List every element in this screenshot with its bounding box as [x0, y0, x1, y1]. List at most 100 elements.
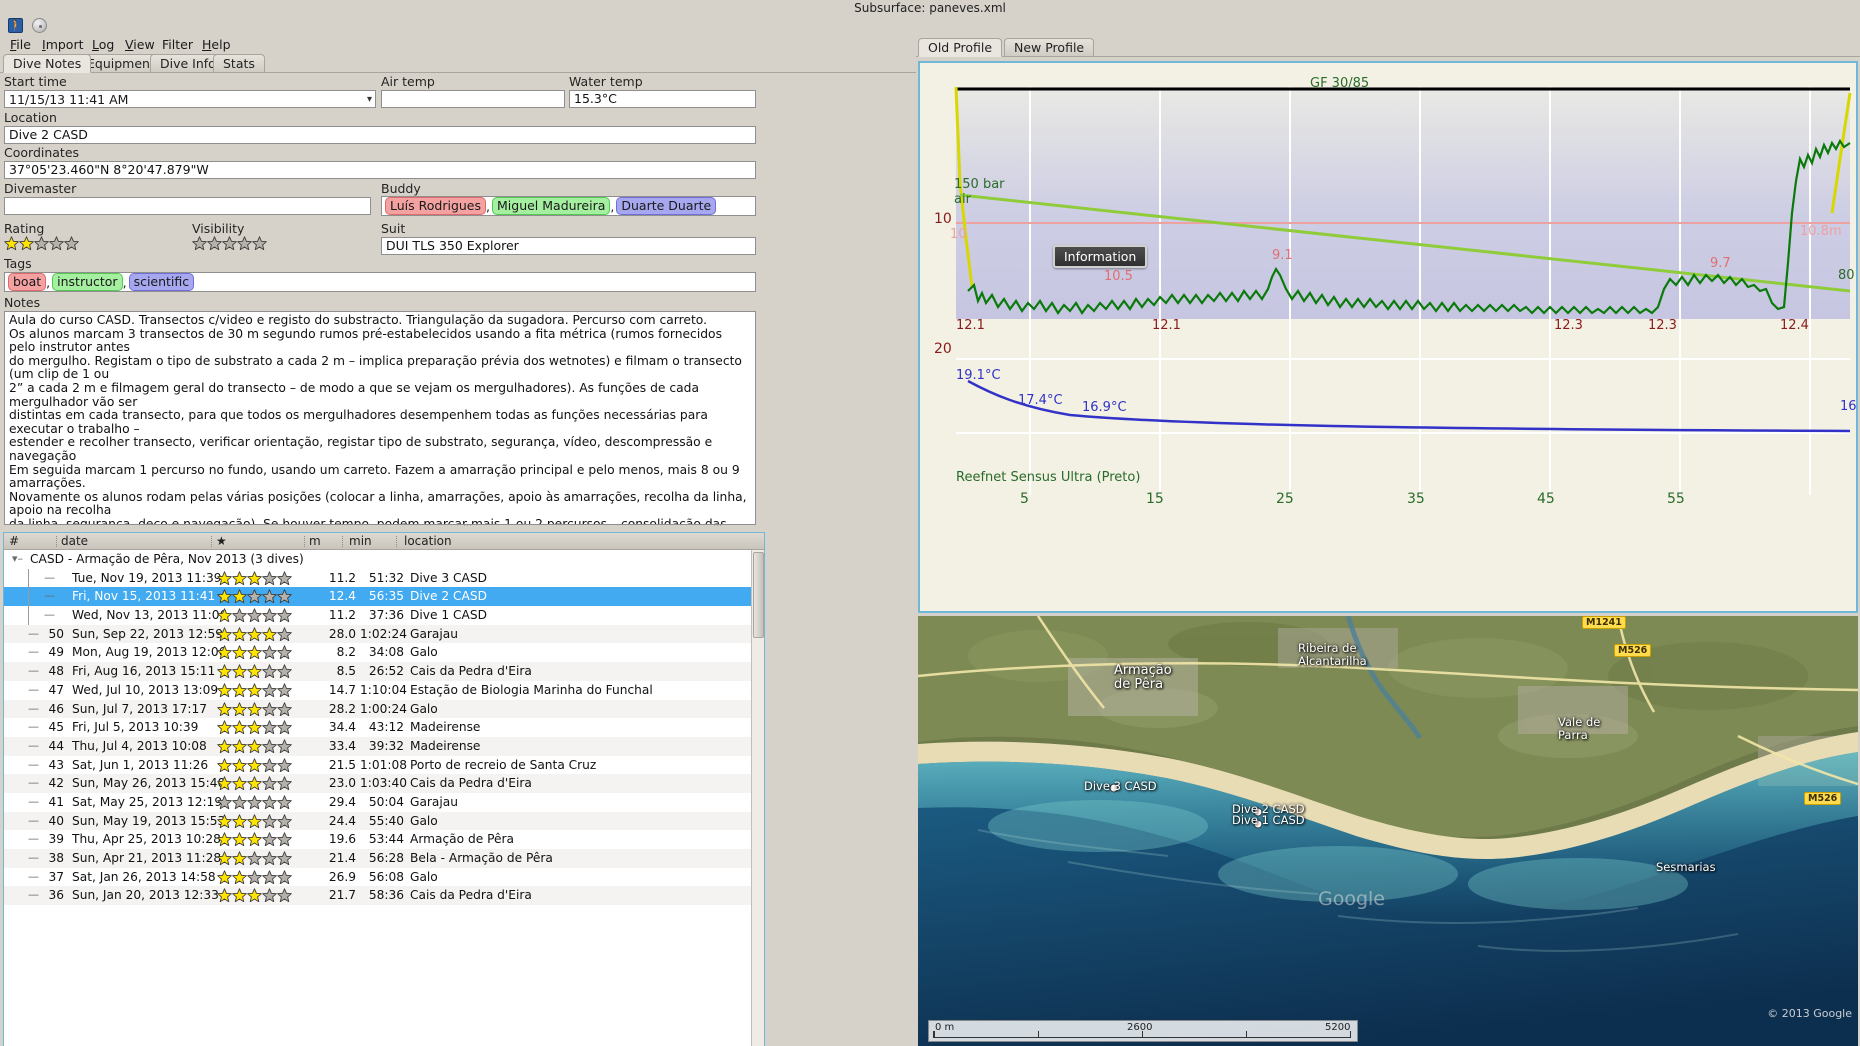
star-1 [217, 776, 232, 791]
table-row[interactable]: — 37 Sat, Jan 26, 2013 14:58 26.9 56:08 Galo [4, 868, 764, 887]
cell-depth: 21.7 [328, 888, 356, 903]
svg-text:air: air [954, 192, 972, 207]
col-header-loc[interactable]: location [404, 534, 452, 548]
cell-date: Fri, Aug 16, 2013 15:11 [72, 664, 216, 679]
expander-icon[interactable]: ▾– [12, 552, 24, 565]
start-time-combobox[interactable]: 11/15/13 11:41 AM ▾ [4, 90, 376, 108]
buddy-input[interactable]: Luís Rodrigues, Miguel Madureira, Duarte… [381, 196, 756, 216]
cell-stars [217, 645, 292, 660]
star-2[interactable] [19, 236, 34, 250]
table-row[interactable]: — 38 Sun, Apr 21, 2013 11:28 21.4 56:28 Bela … [4, 849, 764, 868]
tab-equipment[interactable]: Equipment [77, 54, 165, 73]
buddy-chip[interactable]: Luís Rodrigues [385, 197, 487, 215]
table-row[interactable]: — 50 Sun, Sep 22, 2013 12:59 28.0 1:02:24 Gar… [4, 624, 764, 644]
star-4 [262, 739, 277, 753]
star-4[interactable] [237, 236, 252, 250]
table-row[interactable]: — Wed, Nov 13, 2013 11:06 11.2 37:36 Dive 1 … [4, 606, 764, 625]
table-row[interactable]: — Fri, Nov 15, 2013 11:41 12.4 56:35 Dive 2 … [4, 587, 764, 607]
information-button[interactable]: Information [1053, 245, 1148, 268]
table-row[interactable]: — 47 Wed, Jul 10, 2013 13:09 14.7 1:10:04 Est… [4, 681, 764, 700]
dive-list[interactable]: # date ★ m min location ▾– CASD - Armação… [3, 532, 765, 1046]
table-row[interactable]: — 49 Mon, Aug 19, 2013 12:06 8.2 34:08 Galo [4, 643, 764, 662]
dive-group-row[interactable]: ▾– CASD - Armação de Pêra, Nov 2013 (3 di… [4, 550, 764, 569]
svg-text:55: 55 [1667, 491, 1685, 507]
cell-stars [217, 851, 292, 865]
table-row[interactable]: — Tue, Nov 19, 2013 11:39 11.2 51:32 Dive 3 … [4, 568, 764, 588]
tag-chip[interactable]: boat [8, 273, 47, 291]
table-row[interactable]: — 44 Thu, Jul 4, 2013 10:08 33.4 39:32 Madeir… [4, 736, 764, 756]
tab-stats[interactable]: Stats [213, 54, 265, 73]
tab-old-profile[interactable]: Old Profile [918, 38, 1003, 57]
star-3[interactable] [222, 236, 237, 250]
diver-icon[interactable]: 🚶 [8, 18, 23, 33]
divemaster-input[interactable] [4, 197, 371, 215]
cell-location: Bela - Armação de Pêra [410, 851, 553, 865]
coordinates-label: Coordinates [4, 145, 80, 160]
notes-textarea[interactable]: Aula do curso CASD. Transectos c/video e… [4, 311, 756, 525]
tag-chip[interactable]: scientific [128, 273, 195, 291]
cell-number: 46 [48, 701, 64, 716]
rating-stars[interactable] [4, 236, 79, 250]
buddy-chip[interactable]: Duarte Duarte [616, 197, 717, 215]
dive-site-map[interactable]: Armação de Pêra Ribeira de Alcantarilha Va… [918, 616, 1858, 1046]
cell-depth: 8.5 [336, 664, 356, 679]
location-input[interactable]: Dive 2 CASD [4, 126, 756, 144]
table-row[interactable]: — 41 Sat, May 25, 2013 12:19 29.4 50:04 Garaj… [4, 793, 764, 812]
buddy-chip[interactable]: Miguel Madureira [492, 197, 611, 215]
cell-location: Madeirense [410, 720, 481, 735]
star-2 [232, 589, 247, 604]
col-header-stars[interactable]: ★ [216, 534, 227, 548]
suit-input[interactable]: DUI TLS 350 Explorer [381, 237, 756, 255]
dive-profile-chart[interactable]: 10 20 GF 30/85 150 bar air 80 10 10.8m 1… [918, 61, 1858, 613]
tab-dive-notes[interactable]: Dive Notes [3, 54, 92, 73]
star-2[interactable] [207, 236, 222, 250]
col-header-date[interactable]: date [61, 534, 89, 548]
table-row[interactable]: — 48 Fri, Aug 16, 2013 15:11 8.5 26:52 Cais d… [4, 662, 764, 681]
table-row[interactable]: — 46 Sun, Jul 7, 2013 17:17 28.2 1:00:24 Galo [4, 699, 764, 719]
tab-new-profile[interactable]: New Profile [1004, 38, 1095, 57]
tab-dive-info[interactable]: Dive Info [150, 54, 226, 73]
table-row[interactable]: — 43 Sat, Jun 1, 2013 11:26 21.5 1:01:08 Port… [4, 756, 764, 775]
water-temp-input[interactable]: 15.3°C [569, 90, 756, 108]
app-icons: 🚶 [6, 16, 66, 36]
cell-stars [217, 570, 292, 585]
splitter-handle[interactable]: ⋯ ⋯ ⋯ [3, 521, 765, 532]
menu-file[interactable]: File [10, 37, 31, 52]
cell-stars [217, 589, 292, 604]
dive-list-scrollbar[interactable] [751, 550, 764, 1046]
tag-chip[interactable]: instructor [52, 273, 123, 291]
col-header-m[interactable]: m [309, 534, 321, 548]
star-4[interactable] [49, 236, 64, 250]
star-4 [262, 720, 277, 735]
col-header-min[interactable]: min [349, 534, 372, 548]
star-3 [247, 645, 262, 660]
menu-log[interactable]: Log [92, 37, 115, 52]
star-1[interactable] [4, 236, 19, 250]
air-temp-input[interactable] [381, 90, 565, 108]
table-row[interactable]: — 40 Sun, May 19, 2013 15:53 24.4 55:40 Galo [4, 811, 764, 831]
star-3[interactable] [34, 236, 49, 250]
cell-number: 37 [48, 869, 64, 884]
menu-view[interactable]: View [125, 37, 155, 52]
menu-import[interactable]: Import [42, 37, 84, 52]
table-row[interactable]: — 45 Fri, Jul 5, 2013 10:39 34.4 43:12 Madeir… [4, 718, 764, 737]
coordinates-input[interactable]: 37°05'23.460"N 8°20'47.879"W [4, 161, 756, 179]
visibility-stars[interactable] [192, 236, 267, 250]
star-3 [247, 757, 262, 772]
tags-input[interactable]: boat, instructor, scientific [4, 272, 756, 292]
star-1[interactable] [192, 236, 207, 250]
star-5 [277, 589, 292, 604]
table-row[interactable]: — 42 Sun, May 26, 2013 15:40 23.0 1:03:40 Cai… [4, 774, 764, 793]
col-header-num[interactable]: # [9, 534, 20, 548]
circle-icon[interactable] [32, 18, 47, 33]
scrollbar-thumb[interactable] [753, 552, 764, 638]
cell-depth: 11.2 [328, 608, 356, 623]
table-row[interactable]: — 36 Sun, Jan 20, 2013 12:33 21.7 58:36 Cais … [4, 886, 764, 906]
dive-list-body[interactable]: ▾– CASD - Armação de Pêra, Nov 2013 (3 di… [4, 550, 764, 1046]
svg-text:35: 35 [1407, 491, 1425, 507]
menu-help[interactable]: Help [202, 37, 231, 52]
star-5[interactable] [64, 236, 79, 250]
star-5[interactable] [252, 236, 267, 250]
table-row[interactable]: — 39 Thu, Apr 25, 2013 10:28 19.6 53:44 Armaç… [4, 830, 764, 849]
menu-filter[interactable]: Filter [162, 37, 193, 52]
